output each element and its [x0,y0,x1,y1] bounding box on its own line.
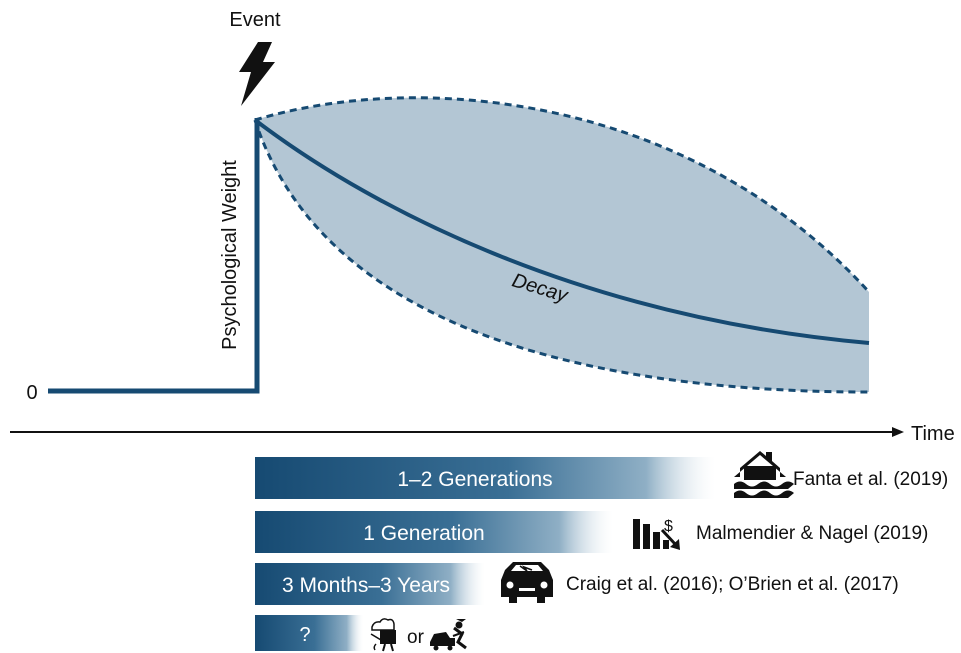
svg-text:$: $ [664,518,673,535]
duration-bar-3-months-3-years [255,563,485,605]
band-upper-bound [254,96,871,294]
event-label: Event [229,9,281,31]
car-crash-icon [501,562,553,603]
reference-text: Fanta et al. (2019) [793,469,948,490]
injured-car-icon [430,619,467,651]
lightning-bolt-icon [239,42,275,106]
reference-text: Malmendier & Nagel (2019) [696,523,928,544]
decay-uncertainty-band [255,97,869,393]
reference-text: Craig et al. (2016); O’Brien et al. (201… [566,574,899,595]
food-plate-icon [370,618,396,652]
duration-bar-label: 3 Months–3 Years [282,574,450,597]
connector-text: or [407,627,425,648]
band-lower-bound [253,119,870,394]
y-zero-label: 0 [26,382,37,404]
duration-bar-label: 1 Generation [363,522,484,545]
decay-curve [253,118,870,345]
duration-bar-label: ? [299,624,310,646]
duration-bar-1-generation [255,511,613,553]
psychological-weight-step-line [48,118,260,394]
y-axis-label: Psychological Weight [219,160,241,350]
duration-bar-1-2-generations [255,457,715,499]
flooded-house-icon [734,451,794,498]
duration-bar-unknown [255,615,363,651]
time-axis-arrowhead [892,427,904,437]
x-axis-label: Time [911,423,955,445]
duration-bar-label: 1–2 Generations [397,468,552,491]
declining-stocks-icon: $ [633,518,680,550]
